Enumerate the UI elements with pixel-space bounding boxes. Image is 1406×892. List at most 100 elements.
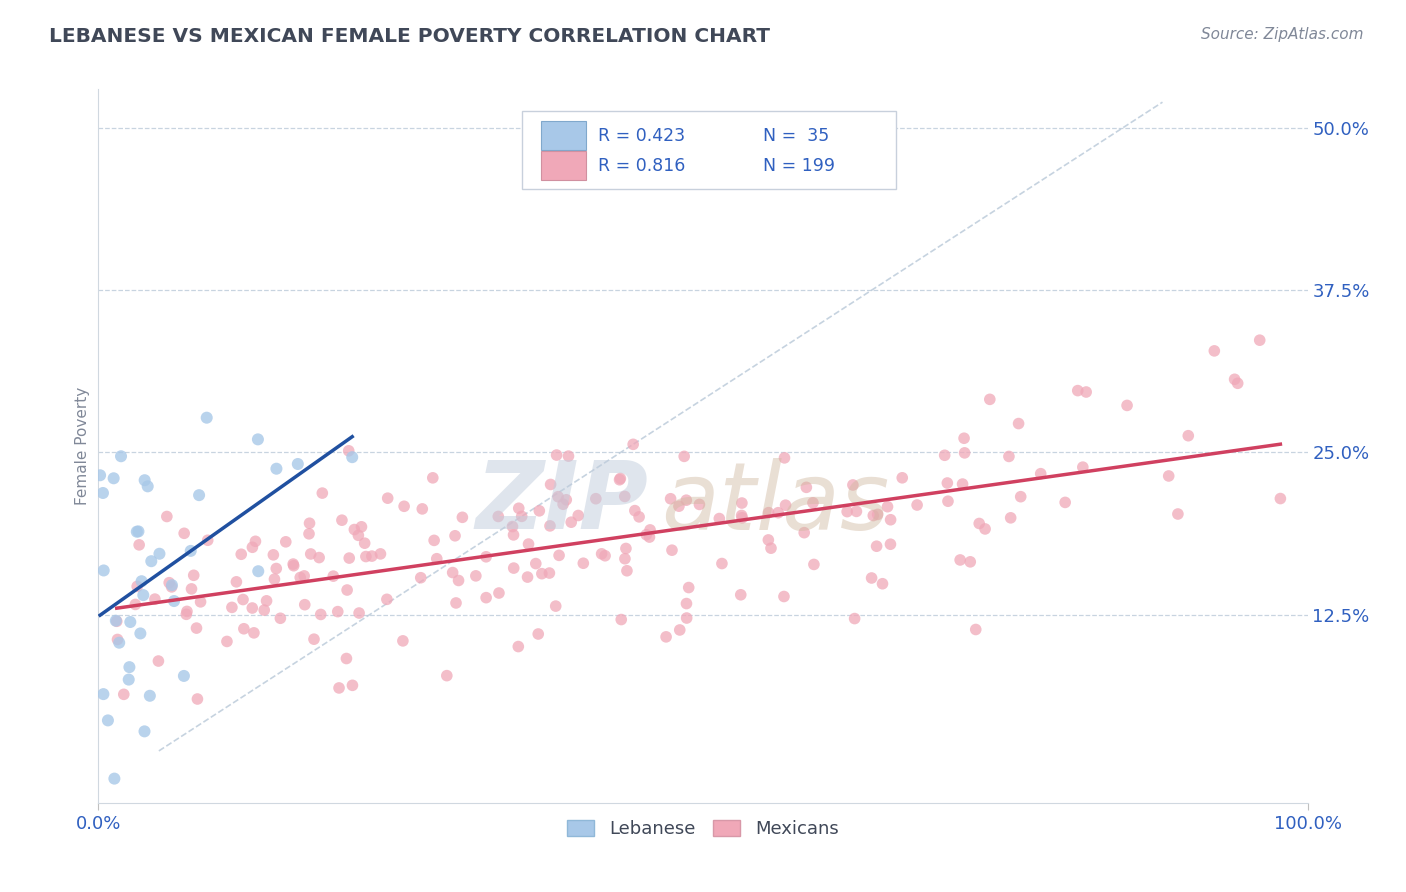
Point	[793, 525, 815, 540]
Point	[256, 594, 278, 608]
Point	[759, 541, 782, 556]
Point	[1249, 333, 1271, 347]
Point	[326, 605, 349, 619]
Point	[335, 651, 357, 665]
Point	[773, 590, 796, 604]
Point	[1029, 467, 1052, 481]
Point	[530, 566, 553, 581]
Point	[845, 504, 868, 518]
Point	[253, 603, 276, 617]
Point	[965, 623, 987, 637]
Point	[730, 588, 752, 602]
Point	[959, 555, 981, 569]
Y-axis label: Female Poverty: Female Poverty	[75, 387, 90, 505]
Point	[245, 534, 267, 549]
Point	[872, 576, 894, 591]
Point	[668, 499, 690, 513]
Point	[731, 510, 754, 524]
Point	[1116, 399, 1139, 413]
Point	[392, 633, 415, 648]
Point	[160, 578, 183, 592]
Point	[263, 572, 285, 586]
Point	[803, 558, 825, 572]
Point	[426, 551, 449, 566]
Point	[176, 604, 198, 618]
Text: N =  35: N = 35	[763, 127, 830, 145]
Point	[221, 600, 243, 615]
Point	[157, 575, 180, 590]
Point	[1223, 372, 1246, 386]
Point	[865, 539, 887, 553]
Point	[93, 687, 115, 701]
Point	[411, 502, 433, 516]
Point	[188, 488, 211, 502]
Point	[628, 509, 651, 524]
Point	[180, 582, 202, 596]
Point	[675, 493, 697, 508]
Point	[409, 571, 432, 585]
Point	[796, 480, 818, 494]
Point	[979, 392, 1001, 407]
Point	[308, 550, 330, 565]
Point	[636, 527, 658, 541]
Point	[360, 549, 382, 563]
Point	[548, 549, 571, 563]
Point	[659, 491, 682, 506]
Point	[879, 537, 901, 551]
Point	[330, 513, 353, 527]
Point	[444, 596, 467, 610]
Point	[1177, 428, 1199, 442]
Point	[112, 687, 135, 701]
Point	[103, 471, 125, 485]
Point	[354, 549, 377, 564]
Point	[517, 537, 540, 551]
Point	[195, 410, 218, 425]
Point	[475, 591, 498, 605]
Point	[290, 570, 312, 584]
Point	[298, 516, 321, 531]
Point	[377, 491, 399, 506]
Point	[298, 526, 321, 541]
Point	[952, 477, 974, 491]
Point	[392, 500, 415, 514]
Text: Source: ZipAtlas.com: Source: ZipAtlas.com	[1201, 27, 1364, 42]
Point	[502, 561, 524, 575]
Text: R = 0.816: R = 0.816	[598, 157, 685, 175]
Point	[756, 533, 779, 547]
Point	[283, 558, 305, 573]
Point	[129, 626, 152, 640]
Point	[766, 506, 789, 520]
Point	[953, 431, 976, 445]
Point	[710, 557, 733, 571]
Point	[1000, 511, 1022, 525]
Point	[668, 623, 690, 637]
Point	[516, 570, 538, 584]
Point	[148, 547, 170, 561]
Point	[231, 547, 253, 561]
Point	[447, 574, 470, 588]
Point	[508, 501, 530, 516]
Point	[540, 477, 562, 491]
Point	[186, 621, 208, 635]
Point	[127, 524, 149, 539]
Point	[342, 450, 364, 465]
Point	[143, 592, 166, 607]
Point	[731, 496, 754, 510]
Point	[180, 544, 202, 558]
Point	[336, 582, 359, 597]
Point	[974, 522, 997, 536]
Point	[353, 536, 375, 550]
Point	[197, 533, 219, 548]
Point	[183, 568, 205, 582]
Point	[891, 471, 914, 485]
Point	[1157, 469, 1180, 483]
Point	[173, 526, 195, 541]
Point	[609, 473, 631, 487]
Point	[225, 574, 247, 589]
Point	[232, 592, 254, 607]
Point	[243, 625, 266, 640]
Point	[337, 551, 360, 566]
Point	[173, 669, 195, 683]
Point	[232, 622, 254, 636]
Point	[593, 549, 616, 563]
